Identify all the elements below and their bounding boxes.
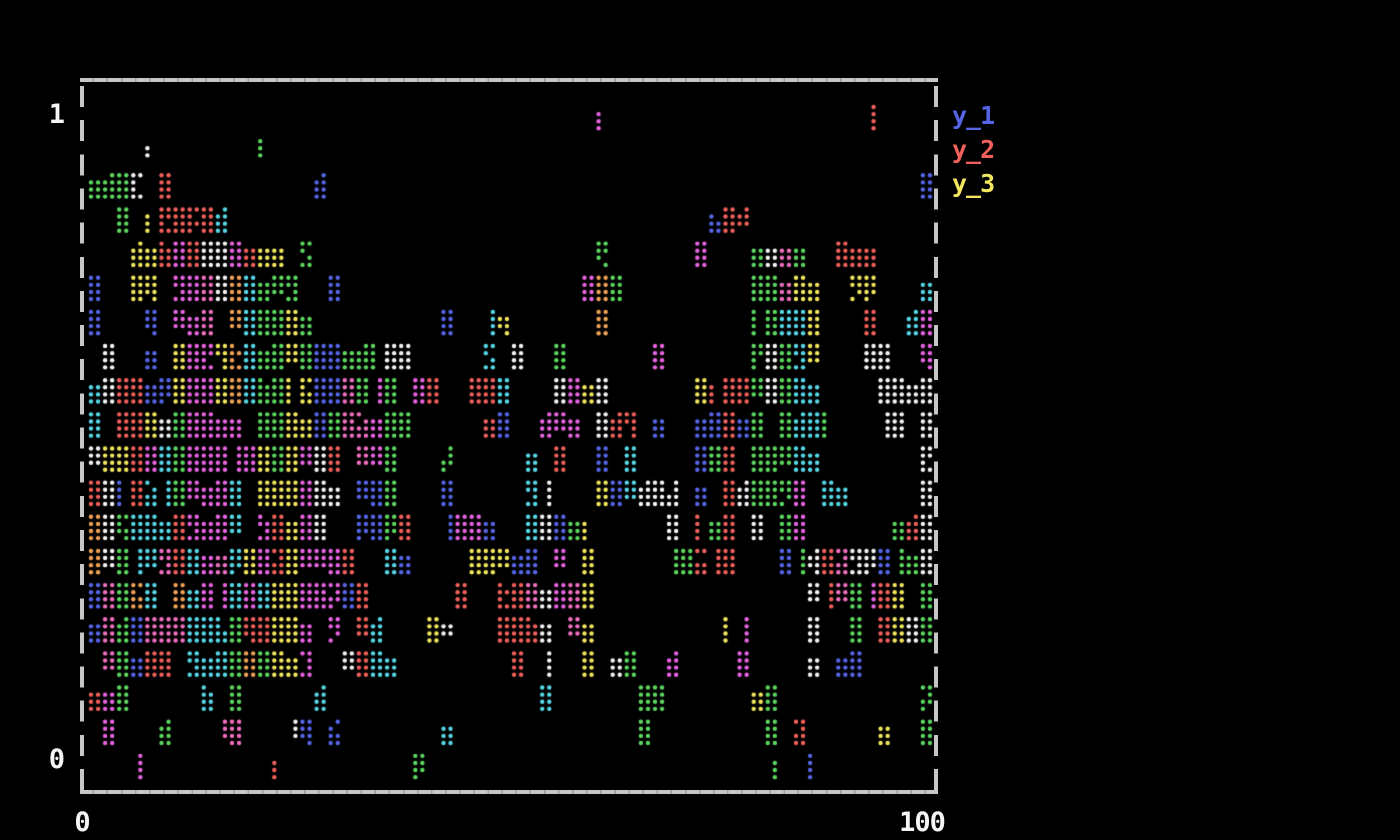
plot-border-bottom	[80, 790, 938, 794]
legend-label-y2: y_2	[952, 134, 995, 164]
x-axis-tick-min: 0	[74, 807, 90, 838]
scatter-points-canvas	[84, 82, 936, 792]
legend-item-y3: y_3	[952, 166, 995, 200]
legend-item-y1: y_1	[952, 98, 995, 132]
legend: y_1 y_2 y_3	[952, 98, 995, 201]
legend-label-y3: y_3	[952, 168, 995, 198]
plot-border-top	[80, 78, 938, 82]
y-axis-tick-min: 0	[48, 744, 65, 775]
plot-border-right	[934, 82, 938, 790]
legend-item-y2: y_2	[952, 132, 995, 166]
legend-label-y1: y_1	[952, 100, 995, 130]
x-axis-tick-max: 100	[899, 807, 946, 838]
y-axis-tick-max: 1	[48, 99, 65, 130]
plot-border-left	[80, 82, 84, 790]
